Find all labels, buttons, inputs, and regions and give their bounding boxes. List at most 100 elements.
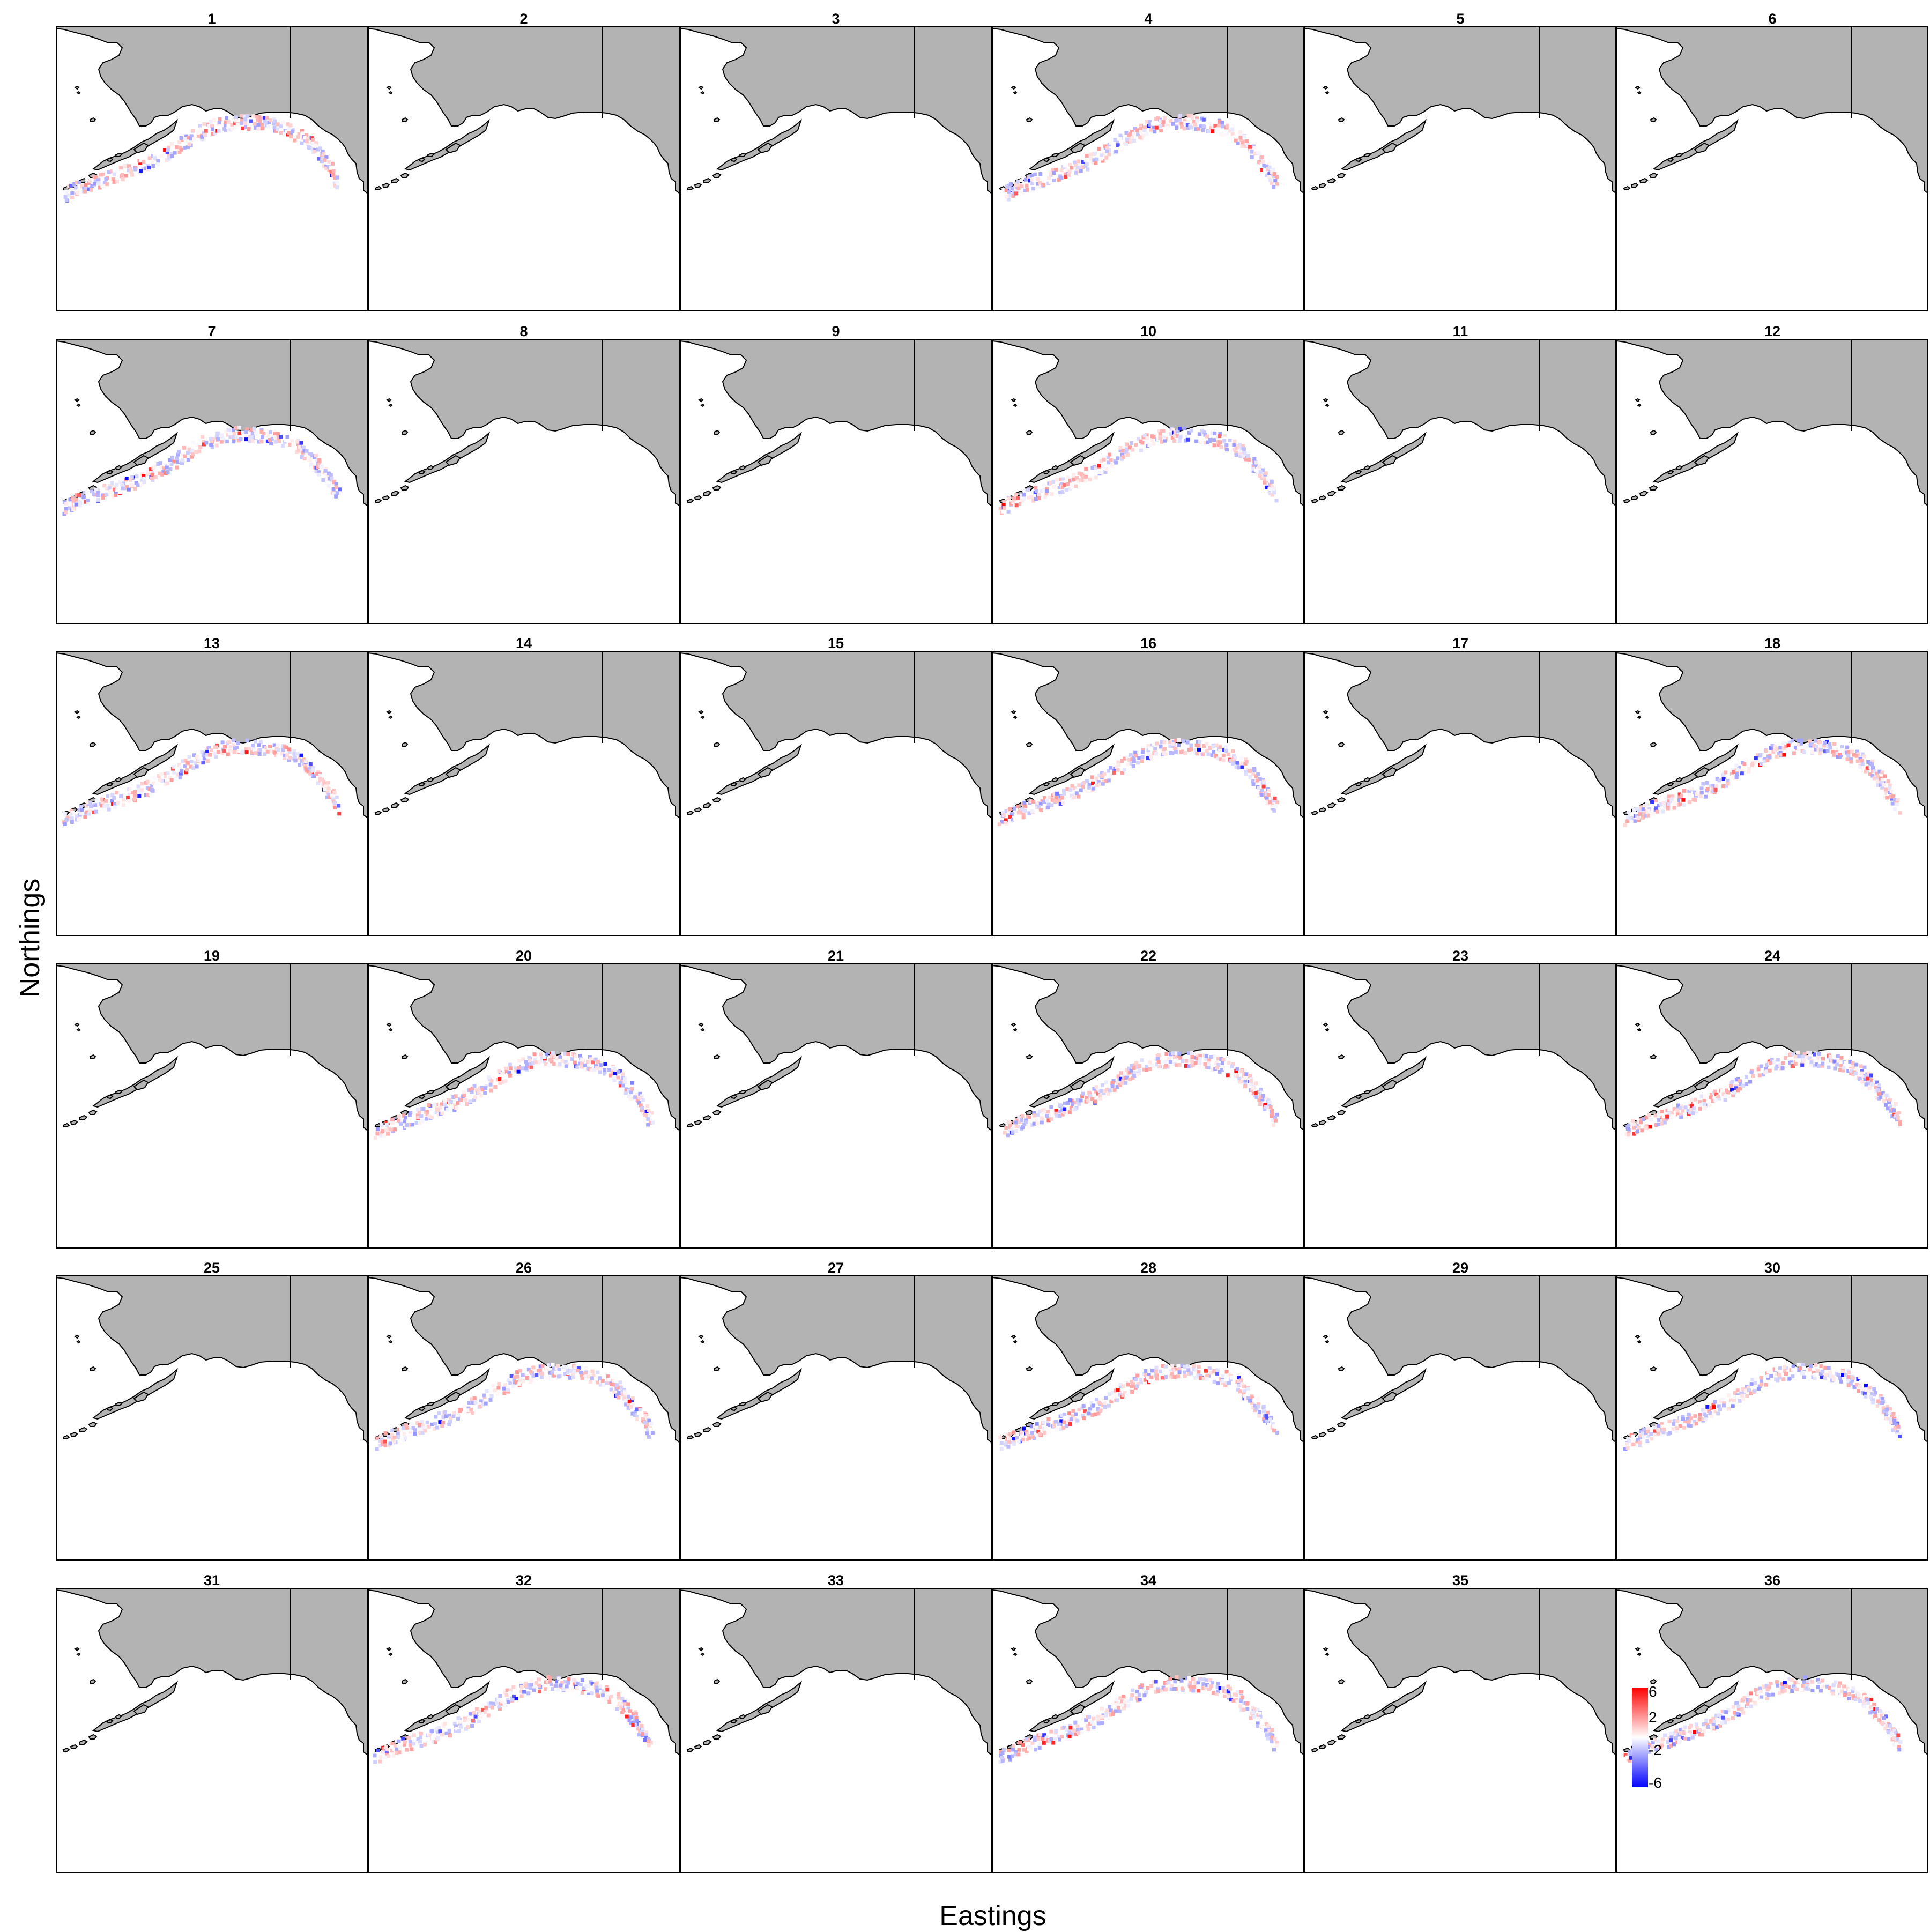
alaska-map [992, 651, 1304, 936]
residual-cell [1104, 1713, 1108, 1717]
residual-cell [1119, 134, 1123, 138]
residual-cell [1046, 1110, 1050, 1114]
residual-cell [1888, 786, 1891, 790]
residual-cell [1654, 806, 1658, 810]
residual-cell [1187, 1676, 1191, 1680]
map-panel: 9 [680, 339, 992, 624]
residual-cell [1189, 1371, 1193, 1375]
residual-cell [1665, 1115, 1669, 1119]
residual-cell [1682, 1426, 1686, 1430]
alaska-map [56, 1588, 368, 1873]
residual-cell [1262, 781, 1266, 785]
panel-title: 10 [992, 324, 1304, 339]
residual-cell [607, 1068, 611, 1072]
residual-cell [1240, 769, 1244, 772]
residual-cell [1650, 1437, 1653, 1440]
residual-cell [403, 1740, 407, 1744]
residual-cell [1629, 816, 1632, 820]
residual-cell [1154, 1680, 1158, 1684]
residual-cell [1198, 432, 1201, 436]
residual-cell [1800, 738, 1803, 742]
residual-cell [263, 120, 267, 124]
residual-cell [70, 196, 74, 199]
residual-cell [308, 458, 312, 462]
residual-cell [1808, 1368, 1812, 1372]
residual-cell [295, 752, 299, 756]
residual-cell [1859, 1380, 1862, 1384]
residual-cell [1259, 470, 1263, 474]
residual-cell [1080, 472, 1083, 476]
residual-cell [1022, 489, 1026, 493]
residual-cell [505, 1693, 509, 1697]
residual-cell [1786, 748, 1790, 752]
residual-cell [1727, 1393, 1731, 1397]
residual-cell [1847, 1371, 1851, 1374]
residual-cell [151, 160, 155, 164]
residual-cell [1633, 1123, 1637, 1126]
residual-cell [530, 1378, 533, 1382]
residual-cell [1693, 798, 1697, 802]
residual-cell [1082, 1404, 1086, 1408]
residual-cell [115, 791, 118, 794]
residual-cell [1864, 770, 1867, 774]
residual-cell [1155, 742, 1159, 746]
residual-cell [150, 477, 154, 480]
residual-cell [376, 1127, 380, 1131]
residual-cell [1695, 1422, 1698, 1425]
residual-cell [175, 456, 179, 460]
residual-cell [1198, 1678, 1201, 1682]
residual-cell [401, 1737, 405, 1741]
residual-cell [266, 750, 270, 754]
residual-cell [1140, 759, 1144, 763]
map-panel: 5 [1304, 26, 1616, 311]
residual-cell [590, 1376, 594, 1380]
residual-cell [1088, 478, 1092, 481]
residual-cell [567, 1677, 570, 1681]
panel-title: 13 [56, 636, 368, 651]
residual-cell [466, 1408, 470, 1412]
residual-cell [540, 1372, 544, 1376]
residual-cell [1227, 1061, 1231, 1065]
residual-cell [1776, 1378, 1779, 1382]
residual-cell [1221, 124, 1225, 128]
residual-cell [1253, 146, 1257, 150]
residual-cell [518, 1369, 522, 1373]
residual-cell [1820, 1364, 1823, 1368]
residual-cell [1015, 503, 1019, 507]
residual-cell [1079, 1098, 1083, 1102]
residual-cell [1238, 136, 1242, 139]
residual-cell [1882, 783, 1886, 787]
residual-cell [225, 440, 229, 443]
residual-cell [1087, 1411, 1091, 1415]
residual-cell [127, 488, 131, 492]
residual-cell [1850, 760, 1853, 764]
island [1638, 1029, 1640, 1031]
residual-cell [397, 1114, 401, 1118]
residual-cell [1103, 1401, 1107, 1405]
residual-cell [1724, 770, 1727, 774]
residual-cell [1646, 1430, 1650, 1433]
residual-cell [1103, 772, 1107, 776]
residual-cell [1149, 1684, 1153, 1688]
residual-cell [183, 455, 187, 458]
residual-cell [418, 1428, 422, 1431]
residual-cell [463, 1719, 466, 1722]
residual-cell [222, 749, 226, 753]
residual-cell [1236, 761, 1239, 765]
residual-cell [1268, 1101, 1272, 1104]
residual-cell [1239, 757, 1243, 761]
residual-cell [1155, 1366, 1159, 1370]
residual-cell [601, 1693, 605, 1697]
panel-title: 29 [1304, 1261, 1616, 1275]
residual-cell [1136, 761, 1140, 764]
residual-cell [1060, 1735, 1064, 1738]
residual-cell [1699, 794, 1703, 798]
residual-cell [1111, 1081, 1115, 1084]
residual-cell [92, 492, 95, 496]
map-panel: 21 [680, 963, 992, 1249]
residual-cell [333, 801, 337, 805]
residual-cell [120, 483, 124, 487]
residual-cell [1784, 1372, 1788, 1376]
residual-cell [1172, 1687, 1176, 1691]
residual-cell [1202, 118, 1206, 122]
